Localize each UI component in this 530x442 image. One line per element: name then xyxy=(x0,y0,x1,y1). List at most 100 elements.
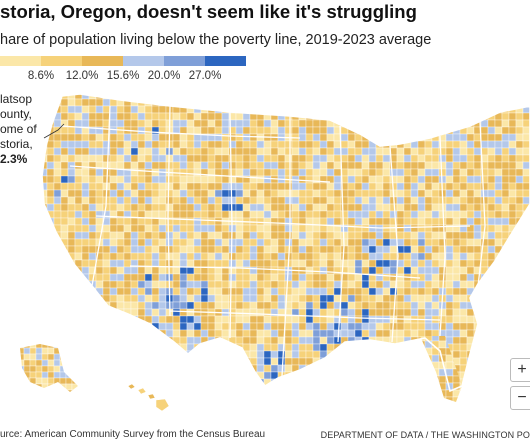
county-cell[interactable] xyxy=(312,119,321,128)
county-cell[interactable] xyxy=(326,385,335,393)
county-cell[interactable] xyxy=(256,280,265,289)
county-cell[interactable] xyxy=(305,189,314,198)
county-cell[interactable] xyxy=(389,350,398,359)
county-cell[interactable] xyxy=(53,315,62,324)
county-cell[interactable] xyxy=(263,92,272,100)
county-cell[interactable] xyxy=(95,343,104,352)
county-cell[interactable] xyxy=(333,203,342,212)
county-cell[interactable] xyxy=(277,231,286,240)
county-cell[interactable] xyxy=(473,161,482,170)
county-cell[interactable] xyxy=(193,140,202,149)
county-cell[interactable] xyxy=(270,231,279,240)
county-cell[interactable] xyxy=(487,147,496,156)
county-cell[interactable] xyxy=(102,168,111,177)
county-cell[interactable] xyxy=(277,280,286,289)
county-cell[interactable] xyxy=(130,336,139,345)
county-cell[interactable] xyxy=(270,252,279,261)
county-cell[interactable] xyxy=(424,301,433,310)
county-cell[interactable] xyxy=(151,112,160,121)
county-cell[interactable] xyxy=(71,365,78,373)
county-cell[interactable] xyxy=(291,140,300,149)
county-cell[interactable] xyxy=(130,301,139,310)
county-cell[interactable] xyxy=(88,217,97,226)
county-cell[interactable] xyxy=(361,385,370,393)
county-cell[interactable] xyxy=(494,203,503,212)
county-cell[interactable] xyxy=(326,378,335,387)
county-cell[interactable] xyxy=(123,105,132,114)
county-cell[interactable] xyxy=(382,252,391,261)
county-cell[interactable] xyxy=(417,161,426,170)
county-cell[interactable] xyxy=(256,147,265,156)
county-cell[interactable] xyxy=(123,252,132,261)
county-cell[interactable] xyxy=(487,182,496,191)
county-cell[interactable] xyxy=(235,245,244,254)
county-cell[interactable] xyxy=(179,357,188,366)
county-cell[interactable] xyxy=(53,266,62,275)
county-cell[interactable] xyxy=(186,126,195,135)
county-cell[interactable] xyxy=(347,133,356,142)
county-cell[interactable] xyxy=(473,385,482,393)
county-cell[interactable] xyxy=(396,112,405,121)
county-cell[interactable] xyxy=(200,231,209,240)
county-cell[interactable] xyxy=(130,119,139,128)
county-cell[interactable] xyxy=(179,189,188,198)
county-cell[interactable] xyxy=(417,98,426,107)
county-cell[interactable] xyxy=(326,210,335,219)
county-cell[interactable] xyxy=(291,196,300,205)
county-cell[interactable] xyxy=(249,126,258,135)
county-cell[interactable] xyxy=(417,322,426,331)
county-cell[interactable] xyxy=(305,105,314,114)
county-cell[interactable] xyxy=(445,315,454,324)
county-cell[interactable] xyxy=(46,252,55,261)
county-cell[interactable] xyxy=(368,112,377,121)
county-cell[interactable] xyxy=(340,140,349,149)
county-cell[interactable] xyxy=(431,147,440,156)
county-cell[interactable] xyxy=(424,361,433,370)
county-cell[interactable] xyxy=(410,322,419,331)
county-cell[interactable] xyxy=(326,168,335,177)
county-cell[interactable] xyxy=(445,231,454,240)
county-cell[interactable] xyxy=(403,196,412,205)
county-cell[interactable] xyxy=(445,196,454,205)
county-cell[interactable] xyxy=(263,238,272,247)
county-cell[interactable] xyxy=(193,322,202,331)
county-cell[interactable] xyxy=(200,287,209,296)
county-cell[interactable] xyxy=(326,294,335,303)
county-cell[interactable] xyxy=(368,147,377,156)
county-cell[interactable] xyxy=(256,154,265,163)
county-cell[interactable] xyxy=(487,350,496,359)
county-cell[interactable] xyxy=(326,161,335,170)
county-cell[interactable] xyxy=(452,322,461,331)
county-cell[interactable] xyxy=(291,203,300,212)
county-cell[interactable] xyxy=(354,364,363,373)
county-cell[interactable] xyxy=(431,112,440,121)
county-cell[interactable] xyxy=(277,301,286,310)
county-cell[interactable] xyxy=(333,154,342,163)
county-cell[interactable] xyxy=(53,175,62,184)
county-cell[interactable] xyxy=(522,322,530,331)
county-cell[interactable] xyxy=(74,301,83,310)
county-cell[interactable] xyxy=(508,175,517,184)
county-cell[interactable] xyxy=(130,231,139,240)
county-cell[interactable] xyxy=(109,343,118,352)
county-cell[interactable] xyxy=(424,238,433,247)
county-cell[interactable] xyxy=(417,217,426,226)
county-cell[interactable] xyxy=(480,294,489,303)
county-cell[interactable] xyxy=(235,371,244,380)
county-cell[interactable] xyxy=(228,210,237,219)
county-cell[interactable] xyxy=(354,182,363,191)
county-cell[interactable] xyxy=(207,357,216,366)
county-cell[interactable] xyxy=(23,389,31,396)
county-cell[interactable] xyxy=(109,315,118,324)
county-cell[interactable] xyxy=(172,245,181,254)
county-cell[interactable] xyxy=(368,92,377,100)
county-cell[interactable] xyxy=(403,252,412,261)
county-cell[interactable] xyxy=(424,182,433,191)
county-cell[interactable] xyxy=(298,245,307,254)
county-cell[interactable] xyxy=(67,315,76,324)
county-cell[interactable] xyxy=(305,154,314,163)
county-cell[interactable] xyxy=(515,273,524,282)
county-cell[interactable] xyxy=(95,350,104,359)
county-cell[interactable] xyxy=(193,273,202,282)
county-cell[interactable] xyxy=(53,329,62,338)
